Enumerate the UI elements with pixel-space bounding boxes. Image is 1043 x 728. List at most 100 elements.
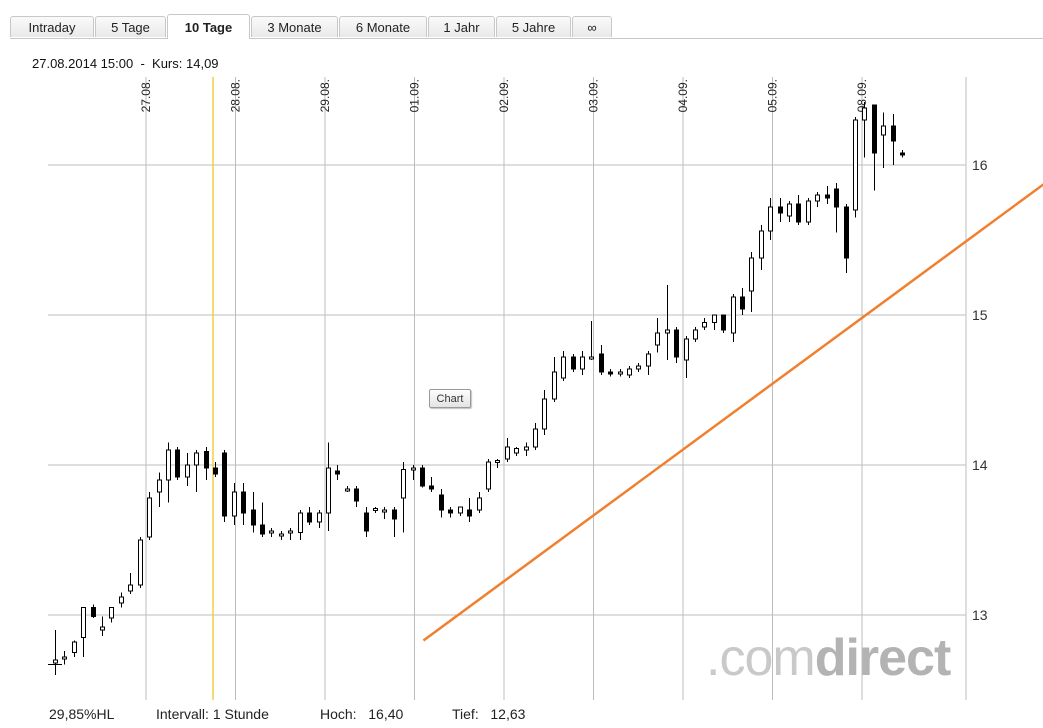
candle-body (128, 584, 133, 592)
comdirect-watermark: .comdirect (706, 628, 952, 688)
candle-body (100, 626, 105, 631)
tief-value: 12,63 (490, 706, 526, 722)
candle-body (796, 203, 801, 223)
candle-body (429, 485, 434, 490)
chart-button[interactable]: Chart (429, 389, 471, 408)
candle-body (222, 452, 227, 517)
info-kurs-value: 14,09 (186, 56, 219, 71)
candle-body (401, 469, 406, 499)
x-tick-label: 28.08. (229, 79, 243, 112)
candle-body (307, 512, 312, 523)
candle-body (618, 371, 623, 375)
candle-body (354, 488, 359, 502)
candle-body (684, 338, 689, 361)
candle-body (138, 539, 143, 586)
candle-body (382, 509, 387, 513)
tab-all-time[interactable]: ∞ (572, 16, 612, 37)
candle-body (298, 512, 303, 533)
candle-body (411, 467, 416, 471)
candle-body (608, 371, 613, 375)
trend-line (422, 183, 1043, 642)
candle-body (157, 479, 162, 493)
tab-6-monate[interactable]: 6 Monate (339, 16, 427, 37)
candle-body (815, 194, 820, 202)
candle-body (505, 446, 510, 460)
candle-body (599, 353, 604, 373)
tab-5-jahre[interactable]: 5 Jahre (496, 16, 571, 37)
candle-body (175, 449, 180, 478)
candle-body (712, 314, 717, 323)
candle-body (345, 488, 350, 492)
tab-1-jahr[interactable]: 1 Jahr (428, 16, 495, 37)
candle-body (749, 257, 754, 292)
x-tick-label: 01.09. (408, 79, 422, 112)
info-separator: - (140, 56, 145, 71)
candle-body (251, 509, 256, 526)
candle-body (72, 641, 77, 653)
candle-body (665, 329, 670, 334)
period-tabs: Intraday 5 Tage 10 Tage 3 Monate 6 Monat… (10, 14, 1043, 39)
candle-body (91, 607, 96, 617)
x-tick-label: 04.09. (676, 79, 690, 112)
candle-body (721, 314, 726, 331)
candle-body (53, 659, 58, 664)
candle-body (326, 467, 331, 514)
candle-body (881, 125, 886, 136)
info-kurs-label: Kurs: (152, 56, 183, 71)
candle-body (740, 296, 745, 310)
y-tick-label: 15 (972, 307, 988, 323)
tab-intraday[interactable]: Intraday (10, 16, 94, 37)
candle-body (317, 512, 322, 523)
footer-intervall: Intervall: 1 Stunde (156, 706, 269, 722)
candle-body (467, 509, 472, 517)
candle-body (62, 656, 67, 660)
intervall-label: Intervall: (156, 706, 209, 722)
candle-body (571, 356, 576, 370)
candle-body (891, 125, 896, 142)
candle-body (693, 329, 698, 340)
tab-10-tage[interactable]: 10 Tage (167, 14, 250, 39)
candle-body (853, 119, 858, 211)
candle-body (542, 398, 547, 430)
candle-body (862, 107, 867, 121)
info-datetime: 27.08.2014 15:00 (32, 56, 134, 71)
candle-body (731, 296, 736, 334)
candle-body (778, 206, 783, 214)
hoch-value: 16,40 (368, 706, 404, 722)
candle-body (646, 353, 651, 367)
candle-body (844, 206, 849, 259)
candle-body (834, 188, 839, 208)
candle-body (655, 332, 660, 346)
footer-indicator: 29,85%HL (49, 706, 115, 722)
candle-body (589, 356, 594, 360)
candle-body (279, 533, 284, 537)
quote-info: 27.08.2014 15:00 - Kurs: 14,09 (32, 56, 219, 71)
y-tick-label: 16 (972, 157, 988, 173)
tief-label: Tief: (452, 706, 479, 722)
watermark-prefix: .com (706, 629, 816, 687)
hoch-label: Hoch: (320, 706, 357, 722)
tab-5-tage[interactable]: 5 Tage (95, 16, 166, 37)
candle-body (477, 497, 482, 511)
x-tick-label: 02.09. (497, 79, 511, 112)
candle-body (147, 497, 152, 538)
tab-3-monate[interactable]: 3 Monate (251, 16, 338, 37)
candle-body (241, 491, 246, 514)
candle-body (166, 449, 171, 481)
candle-body (185, 464, 190, 478)
candle-body (392, 509, 397, 520)
watermark-suffix: direct (814, 629, 952, 687)
x-tick-label: 29.08. (318, 79, 332, 112)
candle-body (702, 322, 707, 328)
candle-body (561, 356, 566, 379)
candle-body (458, 506, 463, 514)
y-tick-label: 14 (972, 457, 988, 473)
candle-body (109, 607, 114, 619)
x-tick-label: 03.09. (587, 79, 601, 112)
candle-body (514, 448, 519, 454)
candle-body (260, 524, 265, 535)
candle-body (768, 206, 773, 232)
candle-body (373, 508, 378, 511)
candle-body (81, 607, 86, 638)
